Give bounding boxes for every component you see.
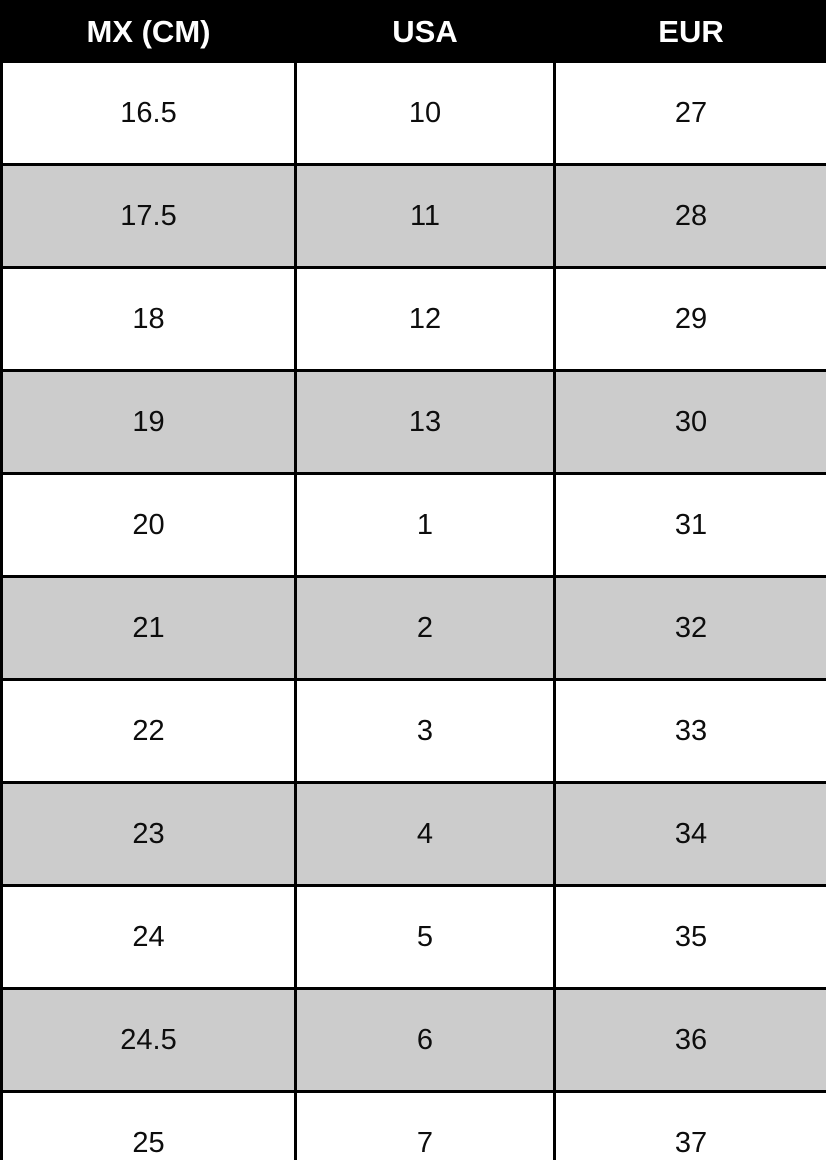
table-cell: 27: [553, 60, 826, 166]
table-cell: 23: [0, 781, 297, 887]
table-cell: 21: [0, 575, 297, 681]
table-row: 19 13 30: [0, 369, 826, 475]
table-row: 24.5 6 36: [0, 987, 826, 1093]
table-cell: 36: [553, 987, 826, 1093]
table-row: 24 5 35: [0, 884, 826, 990]
table-cell: 11: [294, 163, 556, 269]
table-cell: 3: [294, 678, 556, 784]
table-cell: 34: [553, 781, 826, 887]
table-row: 25 7 37: [0, 1090, 826, 1160]
column-header-eur: EUR: [553, 0, 826, 63]
table-cell: 37: [553, 1090, 826, 1160]
table-cell: 32: [553, 575, 826, 681]
table-row: 23 4 34: [0, 781, 826, 887]
table-cell: 2: [294, 575, 556, 681]
table-cell: 10: [294, 60, 556, 166]
table-cell: 7: [294, 1090, 556, 1160]
table-cell: 18: [0, 266, 297, 372]
table-cell: 33: [553, 678, 826, 784]
table-cell: 30: [553, 369, 826, 475]
table-cell: 20: [0, 472, 297, 578]
table-cell: 24: [0, 884, 297, 990]
table-cell: 12: [294, 266, 556, 372]
table-row: 18 12 29: [0, 266, 826, 372]
header-row: MX (CM) USA EUR: [0, 0, 826, 63]
table-row: 21 2 32: [0, 575, 826, 681]
table-cell: 16.5: [0, 60, 297, 166]
table-body: 16.5 10 27 17.5 11 28 18 12 29 19 13 30 20 1 31 21 2 32 22…: [0, 60, 826, 1160]
table-cell: 6: [294, 987, 556, 1093]
table-cell: 13: [294, 369, 556, 475]
table-cell: 19: [0, 369, 297, 475]
table-cell: 24.5: [0, 987, 297, 1093]
column-header-mx-cm: MX (CM): [0, 0, 297, 63]
table-cell: 35: [553, 884, 826, 990]
table-cell: 25: [0, 1090, 297, 1160]
table-cell: 17.5: [0, 163, 297, 269]
table-cell: 31: [553, 472, 826, 578]
table-cell: 29: [553, 266, 826, 372]
table-row: 20 1 31: [0, 472, 826, 578]
table-cell: 5: [294, 884, 556, 990]
column-header-usa: USA: [294, 0, 556, 63]
table-row: 22 3 33: [0, 678, 826, 784]
table-row: 17.5 11 28: [0, 163, 826, 269]
table-row: 16.5 10 27: [0, 60, 826, 166]
table-cell: 28: [553, 163, 826, 269]
table-cell: 22: [0, 678, 297, 784]
table-cell: 4: [294, 781, 556, 887]
table-cell: 1: [294, 472, 556, 578]
